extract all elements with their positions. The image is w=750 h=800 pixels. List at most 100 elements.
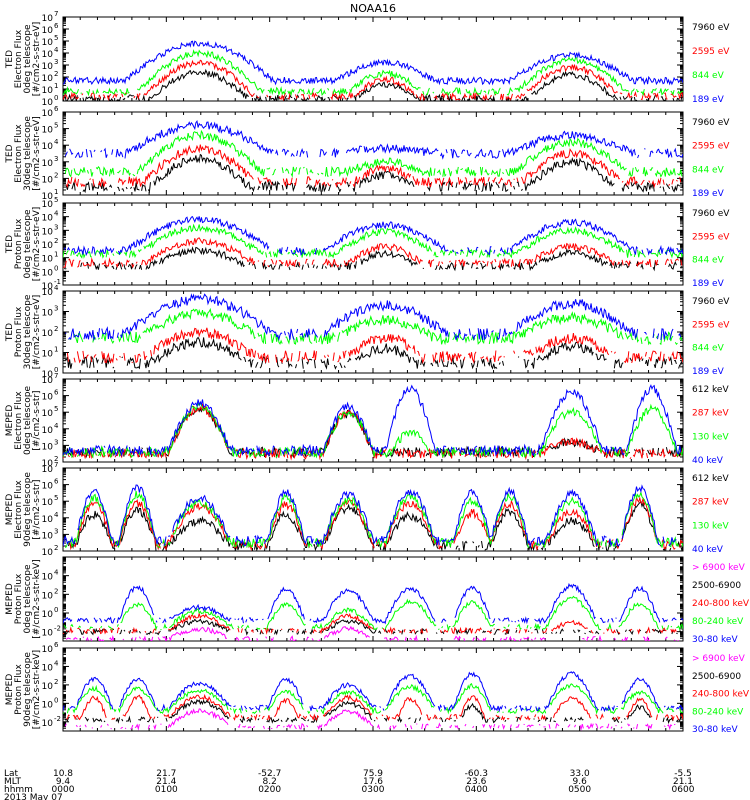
legend-entry: 7960 eV	[692, 118, 730, 128]
y-tick-exponent: 5	[54, 405, 58, 413]
series-line	[64, 490, 683, 549]
series-line	[68, 500, 683, 551]
y-tick-label: 10	[42, 370, 54, 380]
y-tick-exponent: 0	[54, 696, 58, 704]
y-tick-exponent: 4	[54, 659, 59, 667]
y-tick-label: 10	[42, 548, 54, 558]
y-tick-label: 10	[42, 98, 54, 108]
legend-entry: 30-80 keV	[692, 725, 738, 735]
x-tick-mlt: 23.6	[466, 777, 486, 787]
y-tick-label: 10	[42, 498, 54, 508]
y-axis-label: [#/cm2-s-str-keV]	[32, 650, 42, 729]
x-tick-lat: 21.7	[156, 769, 176, 779]
y-tick-label: 10	[42, 159, 54, 169]
x-tick-hhmm: 0300	[362, 785, 385, 795]
legend-entry: 287 keV	[692, 409, 729, 419]
x-tick-mlt: 21.4	[156, 777, 176, 787]
y-tick-exponent: 2	[54, 544, 58, 552]
panel-frame	[62, 647, 684, 732]
x-tick-mlt: 17.6	[363, 777, 383, 787]
y-tick-exponent: 3	[54, 155, 58, 163]
y-tick-exponent: 3	[54, 527, 58, 535]
y-axis-label: TED	[5, 50, 15, 69]
x-tick-mlt: 9.4	[56, 777, 71, 787]
y-tick-exponent: 0	[54, 366, 58, 374]
y-tick-exponent: 3	[54, 438, 58, 446]
y-tick-exponent: 6	[54, 641, 59, 649]
series-line	[63, 49, 683, 97]
legend-entry: 40 keV	[692, 456, 724, 466]
series-line	[65, 709, 678, 729]
series-line	[64, 336, 683, 370]
y-tick-label: 10	[42, 142, 54, 152]
y-tick-label: 10	[42, 241, 54, 251]
y-tick-label: 10	[42, 109, 54, 119]
y-tick-label: 10	[42, 50, 54, 60]
y-tick-label: 10	[42, 329, 54, 339]
legend-entry: 2595 eV	[692, 47, 730, 57]
series-line	[69, 307, 683, 346]
series-line	[66, 327, 683, 364]
y-tick-label: 10	[42, 591, 54, 601]
y-axis-label: 0deg telescope	[23, 386, 33, 456]
series-line	[63, 671, 683, 713]
y-tick-exponent: -2	[54, 715, 61, 723]
y-tick-exponent: 5	[54, 34, 58, 42]
y-tick-label: 10	[42, 393, 54, 403]
y-tick-exponent: 1	[54, 346, 58, 354]
y-tick-exponent: 4	[54, 138, 59, 146]
y-tick-label: 10	[42, 74, 54, 84]
series-group	[63, 671, 683, 729]
y-axis-label: Proton Flux	[14, 218, 24, 269]
legend-entry: 612 keV	[692, 385, 729, 395]
legend-entry: 7960 eV	[692, 297, 730, 307]
y-tick-exponent: 5	[54, 196, 58, 204]
y-axis-label: [#/cm2-s-str-eV]	[32, 207, 42, 282]
legend-entry: > 6900 keV	[692, 563, 746, 573]
y-axis-label: 0deg telescope	[23, 24, 33, 94]
y-axis-label: Electron Flux	[14, 480, 24, 539]
y-tick-exponent: -1	[54, 278, 61, 286]
legend-entry: 2595 eV	[692, 320, 730, 330]
y-tick-label: 10	[42, 255, 54, 265]
legend-entry: 7960 eV	[692, 209, 730, 219]
y-axis-label: Proton Flux	[14, 306, 24, 357]
y-axis-label: TED	[5, 144, 15, 163]
y-axis-label: [#/cm2-s-str-eV]	[32, 295, 42, 370]
x-tick-hhmm: 0100	[155, 785, 178, 795]
y-tick-exponent: 6	[54, 22, 59, 30]
series-line	[64, 129, 683, 178]
y-tick-exponent: 1	[54, 82, 58, 90]
legend-entry: 130 keV	[692, 521, 729, 531]
y-axis-label: Electron Flux	[14, 124, 24, 183]
x-tick-lat: -60.3	[465, 769, 488, 779]
x-tick-mlt: 9.6	[573, 777, 588, 787]
y-tick-label: 10	[42, 459, 54, 469]
legend-entry: 240-800 keV	[692, 690, 750, 700]
y-tick-label: 10	[42, 26, 54, 36]
y-tick-label: 10	[42, 62, 54, 72]
legend-entry: 612 keV	[692, 474, 729, 484]
series-line	[65, 294, 683, 340]
legend-entry: 7960 eV	[692, 23, 730, 33]
y-axis-label: Proton Flux	[14, 664, 24, 715]
series-line	[63, 237, 683, 269]
y-tick-exponent: 0	[54, 606, 58, 614]
y-tick-exponent: 7	[54, 10, 58, 18]
y-tick-exponent: 0	[54, 94, 58, 102]
y-tick-label: 10	[42, 200, 54, 210]
legend-entry: 189 eV	[692, 189, 725, 199]
series-group	[63, 385, 683, 461]
legend-entry: 189 eV	[692, 367, 725, 377]
y-tick-label: 10	[42, 663, 54, 673]
series-line	[63, 216, 683, 257]
x-tick-lat: 75.9	[363, 769, 383, 779]
y-axis-label: 30deg telescope	[23, 294, 33, 369]
legend-entry: 30-80 keV	[692, 635, 738, 645]
